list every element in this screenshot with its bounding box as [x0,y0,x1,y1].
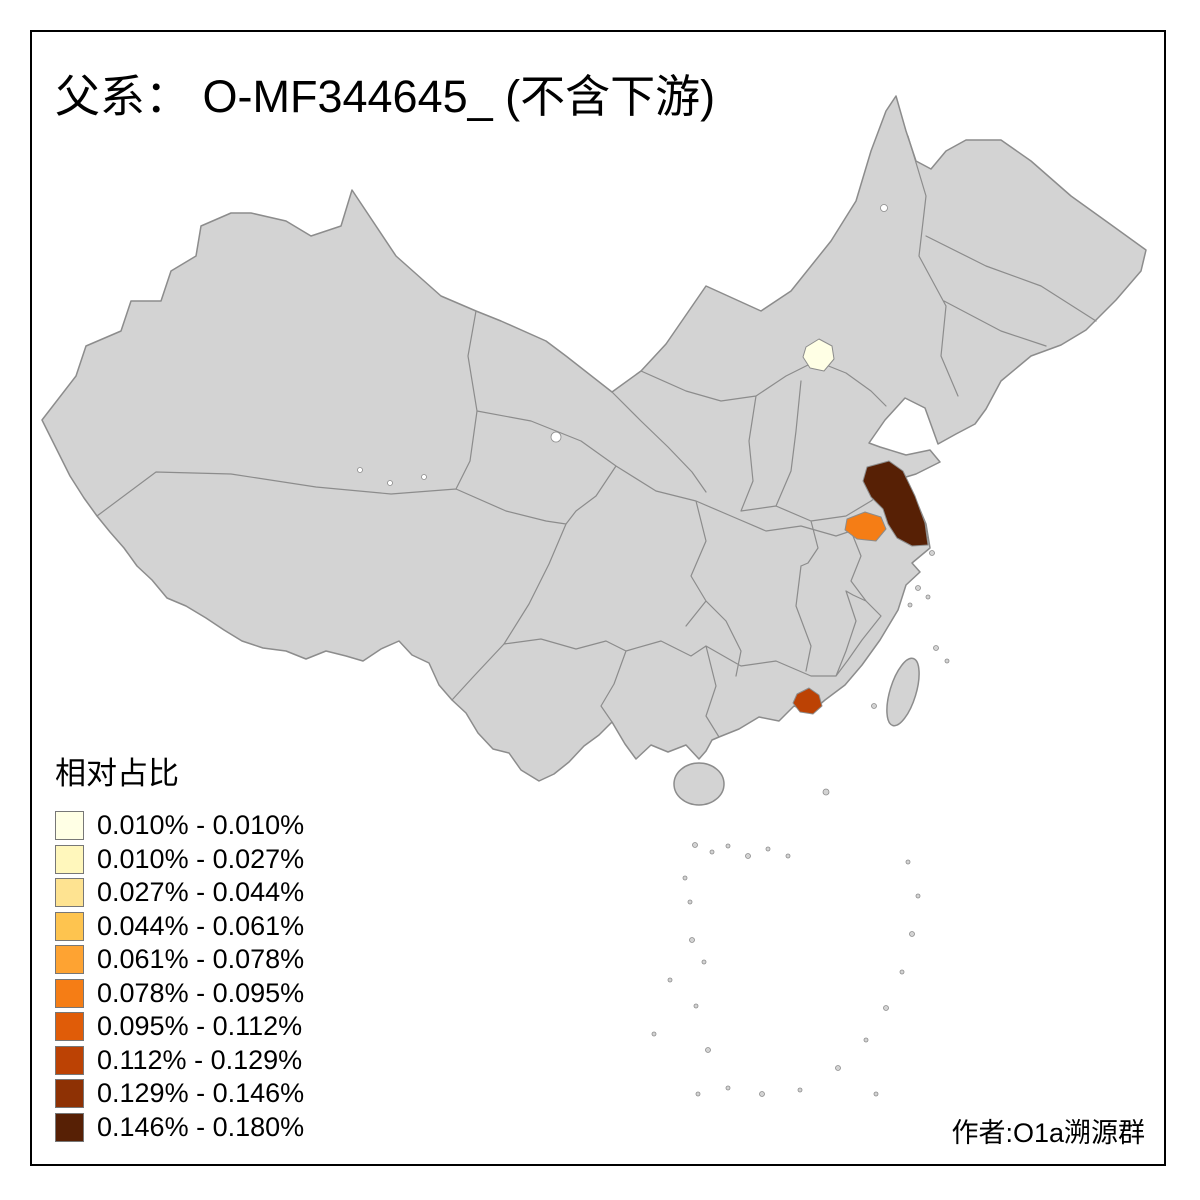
legend: 相对占比 0.010% - 0.010% 0.010% - 0.027% 0.027… [55,748,304,1144]
legend-label: 0.010% - 0.010% [97,810,305,841]
legend-swatch [55,1012,84,1042]
legend-title: 相对占比 [55,756,179,791]
legend-item: 0.010% - 0.027% [55,843,304,877]
legend-swatch [55,1045,84,1075]
legend-label: 0.044% - 0.061% [97,910,305,941]
land-group [41,95,1147,1097]
legend-swatch [55,844,84,874]
legend-label: 0.112% - 0.129% [97,1044,303,1075]
highlight-regions [792,338,929,715]
legend-label: 0.027% - 0.044% [97,877,305,908]
legend-swatch [55,1079,84,1109]
lake [550,431,562,443]
lakes [357,204,888,486]
lake [421,474,427,480]
legend-items: 0.010% - 0.010% 0.010% - 0.027% 0.027% - 0… [55,809,304,1144]
highlight-region-darkest [862,460,929,547]
legend-item: 0.129% - 0.146% [55,1077,304,1111]
highlight-region-orange [844,511,887,542]
legend-swatch [55,945,84,975]
legend-item: 0.095% - 0.112% [55,1010,304,1044]
legend-label: 0.078% - 0.095% [97,977,305,1008]
legend-swatch [55,878,84,908]
coastal-islands [871,550,950,709]
highlight-region-lightest [802,338,835,372]
legend-label: 0.146% - 0.180% [97,1111,305,1142]
lake [387,480,393,486]
hainan-island [673,762,725,806]
legend-item: 0.061% - 0.078% [55,943,304,977]
legend-item: 0.078% - 0.095% [55,977,304,1011]
legend-label: 0.010% - 0.027% [97,843,305,874]
legend-swatch [55,1112,84,1142]
legend-item: 0.112% - 0.129% [55,1044,304,1078]
highlight-region-dark-orange [792,687,823,715]
legend-label: 0.129% - 0.146% [97,1078,305,1109]
legend-item: 0.044% - 0.061% [55,910,304,944]
lake [357,467,363,473]
taiwan-island [886,657,920,727]
province-borders [96,135,1097,738]
legend-label: 0.095% - 0.112% [97,1011,303,1042]
lake [880,204,888,212]
legend-item: 0.010% - 0.010% [55,809,304,843]
author-credit: 作者:O1a溯源群 [951,1118,1145,1148]
legend-swatch [55,978,84,1008]
south-china-sea-islands [651,788,921,1097]
legend-swatch [55,911,84,941]
legend-item: 0.146% - 0.180% [55,1111,304,1145]
mainland-outline [41,95,1147,782]
page-title: 父系： O-MF344645_ (不含下游) [55,71,716,122]
legend-swatch [55,811,84,841]
legend-item: 0.027% - 0.044% [55,876,304,910]
legend-label: 0.061% - 0.078% [97,944,305,975]
